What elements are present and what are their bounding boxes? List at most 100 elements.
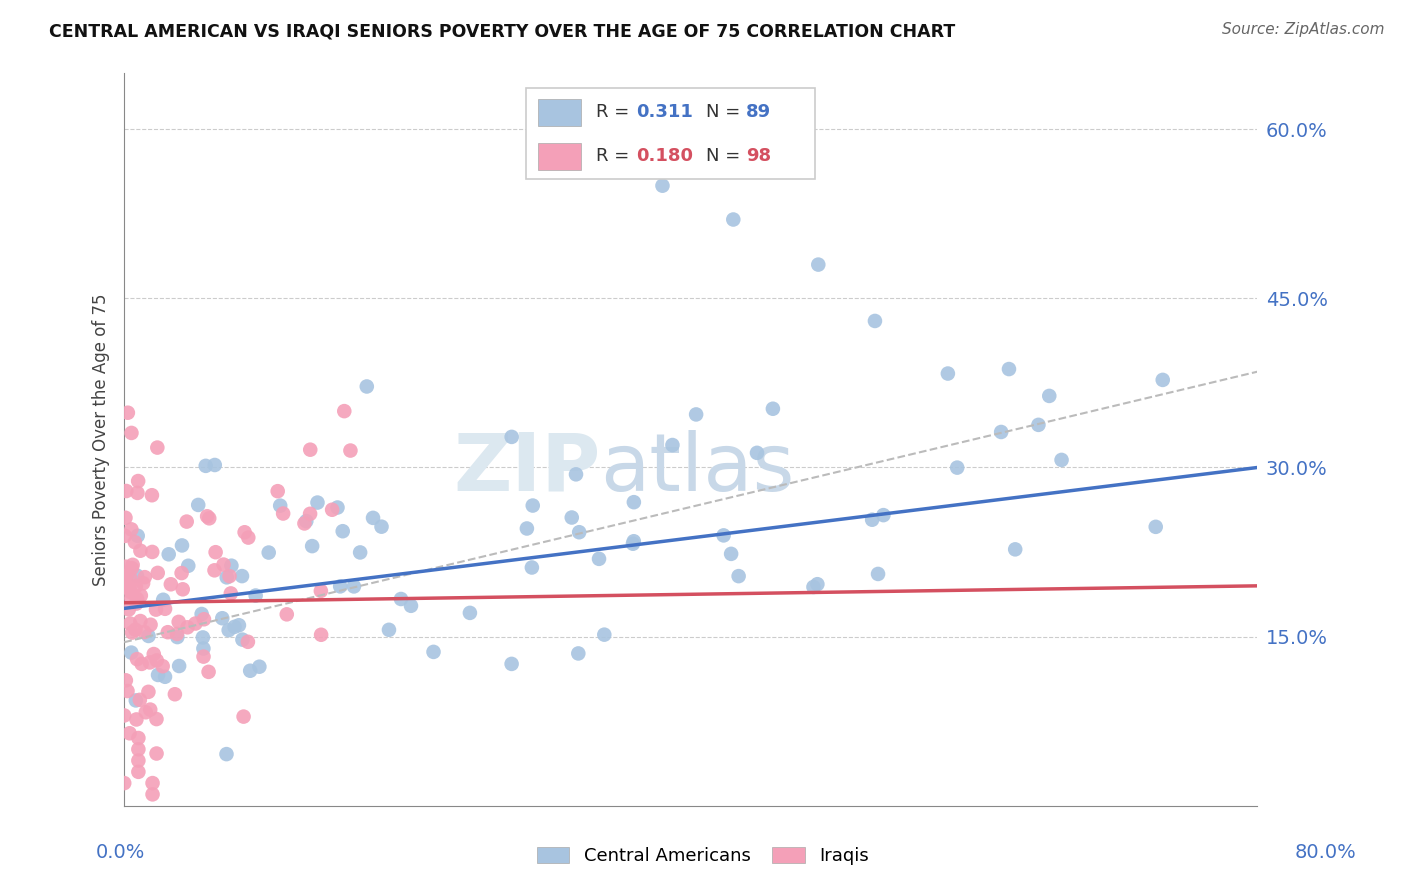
Point <box>145 602 167 616</box>
Point <box>301 539 323 553</box>
Point <box>145 712 167 726</box>
Point <box>623 534 645 549</box>
Point <box>172 582 194 597</box>
Point <box>329 579 352 593</box>
Point <box>593 627 616 641</box>
Point <box>339 443 361 458</box>
Point <box>307 495 329 509</box>
Point <box>141 776 163 790</box>
Point <box>127 742 149 756</box>
Point <box>115 580 138 594</box>
Point <box>215 747 238 761</box>
Point <box>204 545 226 559</box>
Point <box>219 586 242 600</box>
Point <box>190 607 212 621</box>
Point <box>623 495 645 509</box>
Point <box>146 441 169 455</box>
Point <box>232 709 254 723</box>
Point <box>125 579 148 593</box>
Point <box>127 764 149 779</box>
Point <box>176 515 198 529</box>
Point <box>651 178 673 193</box>
Point <box>167 659 190 673</box>
Point <box>145 747 167 761</box>
Point <box>1004 542 1026 557</box>
Text: Source: ZipAtlas.com: Source: ZipAtlas.com <box>1222 22 1385 37</box>
Point <box>295 514 318 528</box>
Text: atlas: atlas <box>600 430 794 508</box>
Point <box>349 545 371 559</box>
Point <box>378 623 401 637</box>
Point <box>153 670 176 684</box>
Point <box>1028 417 1050 432</box>
Point <box>115 673 138 688</box>
Point <box>212 558 235 572</box>
Point <box>115 483 138 498</box>
Point <box>120 591 142 606</box>
Point <box>127 474 149 488</box>
Point <box>112 776 135 790</box>
Point <box>187 498 209 512</box>
Point <box>139 656 162 670</box>
Legend: Central Americans, Iraqis: Central Americans, Iraqis <box>530 839 876 872</box>
Point <box>166 627 188 641</box>
Point <box>860 513 883 527</box>
Point <box>228 618 250 632</box>
Point <box>125 693 148 707</box>
Point <box>204 563 226 577</box>
Point <box>129 589 152 603</box>
Point <box>309 583 332 598</box>
Point <box>233 525 256 540</box>
Point <box>129 614 152 628</box>
Point <box>138 629 160 643</box>
Point <box>198 511 221 525</box>
Point <box>118 602 141 616</box>
Point <box>936 367 959 381</box>
Text: 0.0%: 0.0% <box>96 843 145 862</box>
Point <box>191 631 214 645</box>
Point <box>127 486 149 500</box>
Point <box>138 685 160 699</box>
Point <box>723 212 745 227</box>
Point <box>115 569 138 583</box>
Point <box>516 521 538 535</box>
Point <box>157 547 180 561</box>
Point <box>713 528 735 542</box>
Point <box>127 731 149 745</box>
Point <box>125 568 148 582</box>
Point <box>152 592 174 607</box>
Point <box>389 592 412 607</box>
Point <box>124 623 146 637</box>
Point <box>1152 373 1174 387</box>
Point <box>1038 389 1060 403</box>
Point <box>501 657 523 671</box>
Point <box>231 632 253 647</box>
Point <box>745 446 768 460</box>
Point <box>399 599 422 613</box>
Point <box>257 545 280 559</box>
Point <box>125 652 148 666</box>
Point <box>170 566 193 580</box>
Point <box>132 576 155 591</box>
Point <box>134 570 156 584</box>
Point <box>195 509 218 524</box>
Point <box>193 641 215 656</box>
Point <box>152 659 174 673</box>
Point <box>142 647 165 661</box>
Point <box>863 314 886 328</box>
Point <box>247 659 270 673</box>
Point <box>872 508 894 522</box>
Point <box>117 406 139 420</box>
Point <box>762 401 785 416</box>
Point <box>720 547 742 561</box>
Point <box>125 597 148 611</box>
Point <box>267 484 290 499</box>
Point <box>561 510 583 524</box>
Point <box>661 438 683 452</box>
Point <box>131 657 153 671</box>
Point <box>170 538 193 552</box>
Point <box>139 703 162 717</box>
Point <box>194 458 217 473</box>
Point <box>167 615 190 629</box>
Point <box>588 552 610 566</box>
